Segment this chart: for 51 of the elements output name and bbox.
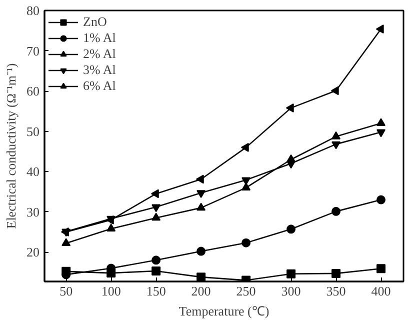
point — [152, 266, 161, 276]
x-tick-label: 300 — [281, 284, 301, 298]
y-tick-label: 50 — [26, 124, 40, 139]
y-tick-label: 30 — [26, 204, 40, 220]
point — [376, 118, 386, 126]
point — [152, 204, 161, 212]
x-tick-label: 150 — [146, 284, 166, 298]
x-tick-label: 100 — [101, 284, 121, 298]
point — [196, 272, 206, 282]
point — [332, 206, 341, 216]
y-axis-title: Electrical conductivity (Ω⁻¹m⁻¹) — [4, 63, 18, 229]
point — [376, 24, 384, 34]
point — [286, 103, 294, 112]
point — [242, 182, 251, 190]
legend-label: 2% Al — [83, 46, 116, 62]
y-tick-label: 20 — [26, 244, 40, 260]
point — [150, 189, 159, 198]
point — [330, 86, 339, 96]
x-tick-label: 350 — [326, 284, 346, 298]
point — [286, 269, 296, 278]
point — [152, 212, 161, 221]
point — [242, 238, 251, 248]
point — [332, 141, 341, 150]
x-axis-title: Temperature (℃) — [178, 304, 270, 318]
point — [332, 268, 341, 278]
point — [376, 264, 386, 274]
point — [376, 195, 386, 204]
point — [152, 256, 161, 265]
x-tick-label: 200 — [191, 284, 211, 298]
point — [196, 202, 206, 211]
point — [196, 174, 204, 184]
point — [286, 224, 296, 234]
legend-label: 1% Al — [83, 30, 116, 46]
x-tick-label: 250 — [236, 284, 256, 298]
x-tick-label: 50 — [60, 284, 73, 298]
point — [286, 160, 296, 169]
legend-label: ZnO — [83, 14, 107, 30]
point — [240, 142, 249, 152]
y-tick-label: 60 — [26, 84, 40, 99]
legend-label: 3% Al — [83, 62, 116, 78]
y-tick-label: 70 — [26, 43, 40, 58]
point — [196, 190, 206, 198]
point — [376, 129, 386, 138]
point — [106, 224, 116, 232]
y-tick-label: 40 — [26, 164, 40, 180]
point — [332, 131, 341, 140]
x-tick-label: 400 — [371, 284, 391, 298]
y-tick-label: 80 — [26, 3, 40, 18]
point — [196, 246, 206, 256]
point — [62, 238, 71, 246]
legend-label: 6% Al — [83, 78, 116, 94]
